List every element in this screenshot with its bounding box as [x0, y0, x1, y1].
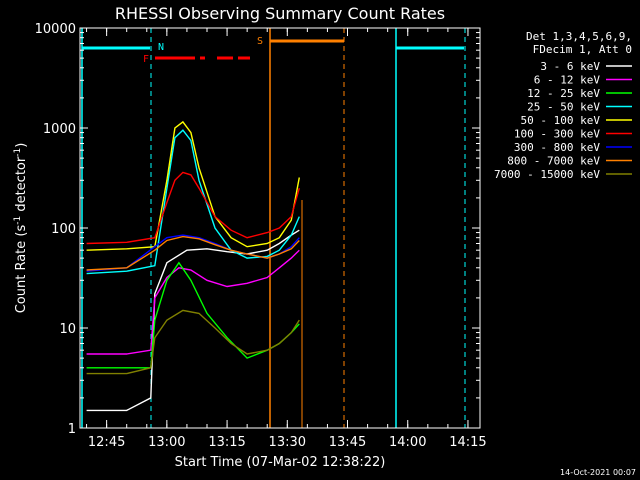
y-tick-label-2: 10: [59, 322, 76, 337]
legend-header-1: Det 1,3,4,5,6,9,: [526, 30, 632, 43]
x-tick-label-1: 12:45: [88, 435, 125, 450]
legend-header-2: FDecim 1, Att 0: [533, 43, 632, 56]
y-axis-label: Count Rate (s-1 detector-1): [13, 143, 29, 314]
series-line-7: [86, 234, 300, 272]
series-line-2: [86, 249, 300, 355]
series-line-1: [86, 229, 300, 412]
flare-flag-label: F: [143, 54, 149, 65]
series-line-9: [86, 309, 300, 375]
y-tick-label-3: 100: [51, 222, 76, 237]
legend-label-6: 100 - 300 keV: [514, 128, 600, 141]
legend-label-5: 50 - 100 keV: [521, 114, 601, 127]
series-layer: [86, 120, 300, 412]
legend-label-2: 6 - 12 keV: [534, 74, 601, 87]
legend-label-7: 300 - 800 keV: [514, 141, 600, 154]
y-tick-label-4: 1000: [43, 122, 76, 137]
night-flag-label: N: [158, 42, 164, 53]
x-tick-label-7: 14:15: [449, 435, 486, 450]
x-axis-label: Start Time (07-Mar-02 12:38:22): [175, 455, 386, 470]
y-axis-label-sup1: -1: [13, 216, 23, 225]
legend-label-4: 25 - 50 keV: [527, 101, 600, 114]
observing-flags: N F S: [81, 28, 466, 428]
series-line-6: [86, 171, 300, 245]
y-axis-label-main: Count Rate (s: [14, 225, 29, 314]
series-line-4: [86, 129, 300, 275]
y-axis-label-sup2: -1: [13, 148, 23, 157]
y-axis-label-end: ): [14, 143, 29, 148]
x-tick-label-5: 13:45: [329, 435, 366, 450]
chart-title: RHESSI Observing Summary Count Rates: [115, 4, 445, 23]
x-tick-label-4: 13:30: [269, 435, 306, 450]
legend-label-1: 3 - 6 keV: [540, 60, 600, 73]
series-line-8: [86, 235, 300, 271]
legend-label-3: 12 - 25 keV: [527, 87, 600, 100]
legend-label-8: 800 - 7000 keV: [507, 155, 600, 168]
x-tick-label-3: 13:15: [208, 435, 245, 450]
footer-date: 14-Oct-2021 00:07: [560, 468, 636, 477]
legend: Det 1,3,4,5,6,9, FDecim 1, Att 0 3 - 6 k…: [494, 30, 632, 181]
saa-flag-label: S: [257, 36, 263, 47]
legend-label-9: 7000 - 15000 keV: [494, 168, 600, 181]
y-tick-label-1: 1: [68, 422, 76, 437]
y-axis-label-mid: detector: [14, 156, 29, 216]
x-tick-label-6: 14:00: [389, 435, 426, 450]
x-tick-label-2: 13:00: [148, 435, 185, 450]
axes: 12:45 13:00 13:15 13:30 13:45 14:00 14:15 1 10 10…: [35, 22, 487, 450]
y-tick-label-5: 10000: [35, 22, 76, 37]
series-line-3: [86, 261, 300, 369]
series-line-5: [86, 120, 300, 251]
